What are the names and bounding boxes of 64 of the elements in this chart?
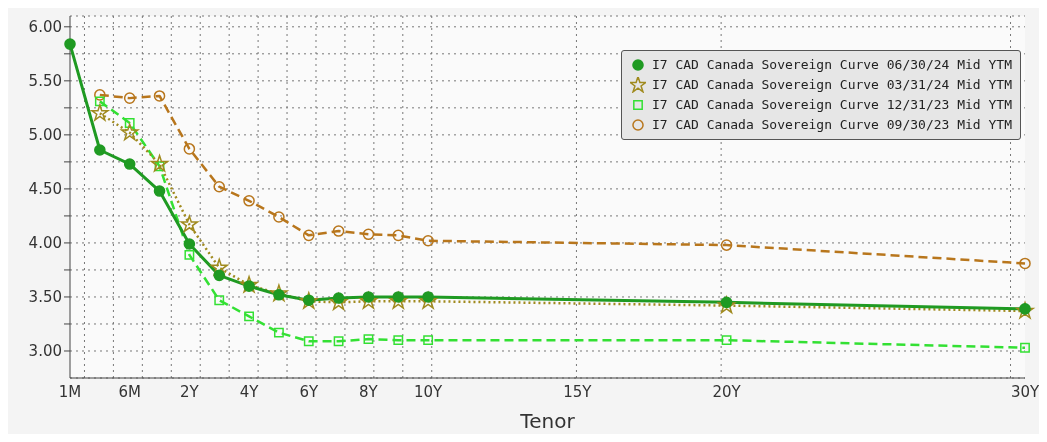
point	[123, 92, 136, 104]
x-tick-label: 4Y	[239, 382, 260, 401]
point	[240, 275, 258, 293]
point	[362, 228, 375, 241]
point	[720, 239, 733, 251]
x-tick-label: 20Y	[712, 382, 742, 401]
y-tick-label: 3.50	[28, 288, 62, 307]
point	[393, 335, 404, 346]
x-tick-label: 2Y	[180, 382, 200, 401]
point	[183, 143, 196, 155]
legend-label: I7 CAD Canada Sovereign Curve 09/30/23 Mid YTM	[651, 116, 1012, 134]
point	[1016, 301, 1034, 319]
legend-label: I7 CAD Canada Sovereign Curve 12/31/23 Mid YTM	[651, 96, 1012, 114]
point	[273, 327, 284, 338]
point	[302, 229, 315, 242]
point	[94, 89, 106, 101]
point	[717, 296, 736, 314]
point	[123, 158, 136, 170]
point	[150, 154, 169, 172]
y-tick-label: 6.00	[28, 18, 62, 37]
point	[64, 38, 76, 50]
x-tick-label: 10Y	[414, 382, 444, 401]
point	[120, 123, 139, 141]
point	[363, 334, 374, 345]
legend-label: I7 CAD Canada Sovereign Curve 06/30/24 Mid YTM	[651, 56, 1012, 74]
point	[333, 336, 344, 347]
y-tick-label: 4.00	[28, 234, 62, 253]
point	[1019, 257, 1031, 270]
point	[214, 295, 225, 306]
point	[273, 211, 285, 223]
x-tick-label: 15Y	[563, 382, 593, 401]
point	[91, 104, 109, 121]
y-tick-label: 5.50	[28, 72, 62, 91]
point	[303, 336, 314, 347]
x-tick-label: 8Y	[359, 382, 379, 401]
point	[153, 185, 166, 197]
point	[270, 284, 288, 302]
x-tick-label: 6Y	[299, 382, 319, 401]
point	[423, 335, 434, 346]
y-tick-label: 5.00	[28, 126, 62, 145]
point	[213, 180, 226, 193]
y-tick-label: 3.00	[28, 342, 62, 361]
point	[124, 118, 135, 128]
x-axis-title: Tenor	[519, 409, 576, 433]
point	[180, 215, 199, 233]
x-tick-label: 1M	[58, 382, 82, 401]
x-tick-label: 30Y	[1010, 382, 1040, 401]
point	[94, 96, 105, 107]
x-tick-label: 6M	[118, 382, 141, 401]
y-tick-label: 4.50	[28, 180, 62, 199]
point	[184, 249, 195, 260]
point	[213, 269, 226, 282]
point	[244, 311, 254, 322]
point	[1020, 342, 1030, 353]
legend-label: I7 CAD Canada Sovereign Curve 03/31/24 Mid YTM	[651, 76, 1012, 94]
point	[243, 195, 255, 207]
point	[422, 234, 434, 247]
point	[332, 225, 345, 237]
point	[153, 90, 166, 102]
point	[392, 229, 405, 242]
point	[721, 335, 732, 346]
point	[94, 144, 106, 156]
point	[210, 258, 228, 276]
point	[183, 238, 196, 250]
